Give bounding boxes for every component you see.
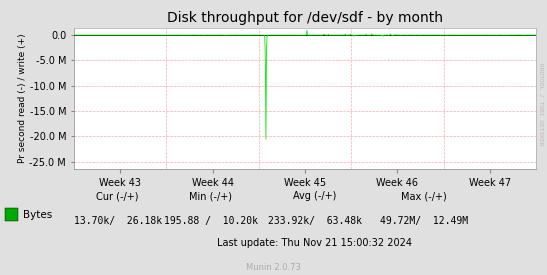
Text: Max (-/+): Max (-/+) bbox=[401, 191, 447, 201]
Text: Avg (-/+): Avg (-/+) bbox=[293, 191, 336, 201]
Text: Min (-/+): Min (-/+) bbox=[189, 191, 232, 201]
Text: RRDTOOL / TOBI OETIKER: RRDTOOL / TOBI OETIKER bbox=[538, 63, 543, 146]
Text: Last update: Thu Nov 21 15:00:32 2024: Last update: Thu Nov 21 15:00:32 2024 bbox=[217, 238, 412, 248]
Text: 13.70k/  26.18k: 13.70k/ 26.18k bbox=[73, 216, 162, 226]
Y-axis label: Pr second read (-) / write (+): Pr second read (-) / write (+) bbox=[18, 34, 27, 163]
Title: Disk throughput for /dev/sdf - by month: Disk throughput for /dev/sdf - by month bbox=[167, 11, 443, 25]
Text: 49.72M/  12.49M: 49.72M/ 12.49M bbox=[380, 216, 468, 226]
Text: Munin 2.0.73: Munin 2.0.73 bbox=[246, 263, 301, 271]
Text: Bytes: Bytes bbox=[23, 210, 52, 220]
Text: 195.88 /  10.20k: 195.88 / 10.20k bbox=[164, 216, 258, 226]
Text: Cur (-/+): Cur (-/+) bbox=[96, 191, 139, 201]
Text: 233.92k/  63.48k: 233.92k/ 63.48k bbox=[267, 216, 362, 226]
